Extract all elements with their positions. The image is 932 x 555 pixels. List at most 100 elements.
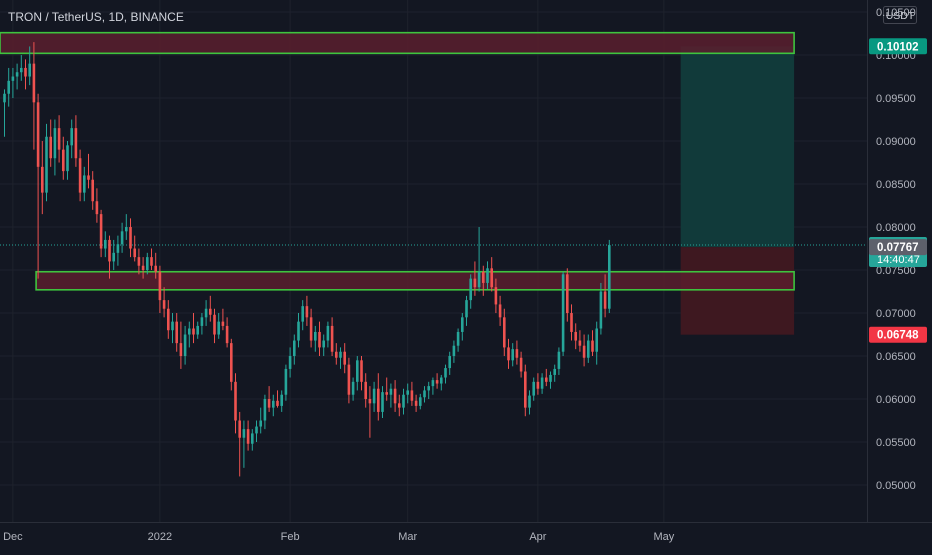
candle[interactable]	[272, 394, 275, 417]
candle[interactable]	[196, 321, 199, 339]
candle[interactable]	[125, 214, 128, 240]
candle[interactable]	[251, 429, 254, 451]
candle[interactable]	[209, 295, 212, 322]
candle[interactable]	[360, 356, 363, 391]
candle[interactable]	[498, 295, 502, 326]
candle[interactable]	[280, 390, 283, 412]
candle[interactable]	[381, 386, 384, 418]
candle[interactable]	[259, 407, 262, 434]
candle[interactable]	[322, 334, 325, 357]
price-label-target[interactable]	[869, 38, 927, 55]
candle[interactable]	[53, 119, 57, 176]
candle[interactable]	[477, 227, 481, 292]
candle[interactable]	[91, 171, 94, 210]
candle[interactable]	[133, 235, 136, 262]
candle[interactable]	[162, 287, 166, 318]
candle[interactable]	[431, 377, 435, 395]
candle[interactable]	[83, 166, 86, 202]
candle[interactable]	[276, 390, 279, 408]
candle[interactable]	[192, 313, 195, 344]
candle[interactable]	[528, 390, 531, 415]
candle[interactable]	[549, 371, 552, 389]
candle[interactable]	[448, 351, 451, 375]
candle[interactable]	[188, 321, 191, 348]
candle[interactable]	[356, 356, 359, 391]
candle[interactable]	[217, 313, 220, 339]
candle[interactable]	[494, 278, 498, 314]
candle[interactable]	[389, 383, 393, 408]
candle[interactable]	[154, 252, 157, 279]
candle[interactable]	[532, 377, 535, 401]
candle[interactable]	[347, 357, 351, 404]
candle[interactable]	[540, 373, 544, 394]
candle[interactable]	[402, 388, 405, 415]
candle[interactable]	[242, 420, 246, 468]
candle[interactable]	[158, 265, 162, 314]
candle[interactable]	[519, 351, 523, 378]
candle[interactable]	[116, 235, 120, 266]
candle[interactable]	[129, 218, 132, 258]
candle[interactable]	[41, 141, 44, 215]
candle[interactable]	[599, 282, 603, 335]
candle[interactable]	[427, 381, 430, 400]
candle[interactable]	[553, 364, 556, 382]
candle[interactable]	[423, 386, 426, 403]
price-label-entry[interactable]	[869, 239, 927, 256]
candle[interactable]	[406, 383, 409, 404]
candle[interactable]	[183, 325, 187, 365]
candle[interactable]	[108, 235, 111, 279]
candle[interactable]	[137, 248, 141, 275]
candle[interactable]	[372, 381, 376, 412]
candle[interactable]	[557, 347, 561, 375]
candle[interactable]	[473, 261, 477, 296]
candle[interactable]	[11, 67, 15, 99]
candle[interactable]	[62, 136, 65, 180]
candle[interactable]	[486, 261, 489, 289]
candle[interactable]	[335, 343, 338, 365]
candle[interactable]	[309, 308, 313, 348]
candle[interactable]	[175, 313, 178, 352]
resistance-zone[interactable]	[0, 31, 795, 55]
currency-badge-frame[interactable]	[883, 6, 917, 24]
candle[interactable]	[297, 313, 300, 348]
candle[interactable]	[57, 115, 61, 163]
candle[interactable]	[469, 274, 472, 309]
candle[interactable]	[167, 300, 170, 339]
candle[interactable]	[385, 377, 388, 401]
candle[interactable]	[246, 420, 250, 451]
candle[interactable]	[288, 347, 292, 378]
candle[interactable]	[305, 295, 309, 326]
candle[interactable]	[566, 268, 569, 322]
currency-badge[interactable]: USDT	[886, 10, 915, 22]
candle[interactable]	[204, 300, 208, 326]
candle[interactable]	[255, 420, 258, 443]
candle[interactable]	[507, 338, 510, 369]
candle[interactable]	[351, 377, 355, 401]
candle[interactable]	[482, 265, 485, 296]
candle[interactable]	[456, 328, 460, 352]
support-zone[interactable]	[35, 270, 795, 291]
candle[interactable]	[78, 149, 82, 202]
candle[interactable]	[150, 248, 153, 271]
candle[interactable]	[440, 374, 443, 391]
candle[interactable]	[74, 115, 78, 167]
candle[interactable]	[171, 313, 174, 344]
candle[interactable]	[339, 347, 342, 369]
candle[interactable]	[503, 308, 506, 357]
candle[interactable]	[301, 300, 304, 331]
candle[interactable]	[536, 373, 540, 395]
position-stop-area[interactable]	[680, 247, 795, 335]
candle[interactable]	[444, 364, 447, 384]
candle[interactable]	[284, 364, 288, 401]
candle[interactable]	[87, 153, 90, 189]
candle[interactable]	[225, 317, 229, 348]
candle[interactable]	[20, 55, 23, 81]
candle[interactable]	[490, 257, 493, 292]
candle[interactable]	[120, 222, 124, 253]
candle[interactable]	[435, 373, 439, 389]
candle[interactable]	[230, 338, 233, 391]
candle[interactable]	[200, 313, 204, 335]
candle[interactable]	[452, 340, 456, 363]
candle[interactable]	[574, 323, 577, 350]
